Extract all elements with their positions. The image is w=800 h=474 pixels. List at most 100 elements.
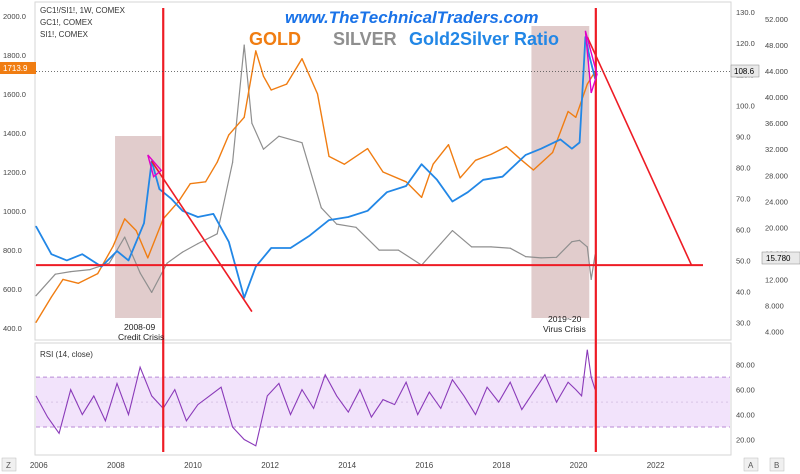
bottom-button-right[interactable] (769, 457, 785, 472)
ratio-point (540, 148, 542, 150)
x-tick-label: 2020 (570, 461, 588, 470)
silver-point (378, 249, 380, 251)
silver-point (278, 135, 280, 137)
silver-axis-tick: 44.000 (765, 67, 788, 76)
bottom-button-middle[interactable] (743, 457, 759, 472)
ratio-point (270, 247, 272, 249)
gold-point (367, 148, 369, 150)
ratio-point (309, 235, 311, 237)
legend-silver: SILVER (333, 29, 397, 49)
gold-point (301, 58, 303, 60)
silver-point (355, 226, 357, 228)
ratio-point (482, 179, 484, 181)
ratio-point (170, 197, 172, 199)
gold-point (35, 321, 37, 323)
rsi-axis-tick: 20.00 (736, 436, 755, 445)
silver-point (139, 272, 141, 274)
ratio-point (127, 259, 130, 261)
x-tick-label: 2022 (647, 461, 665, 470)
gold-point (552, 151, 554, 154)
crisis-2008-line1: 2008-09 (124, 322, 155, 332)
silver-point (509, 247, 511, 249)
crisis-2020-line2: Virus Crisis (543, 324, 586, 334)
bottom-button-middle-label: A (748, 461, 754, 470)
gold-point (532, 169, 535, 171)
series-line-gold: GC1!, COMEX (40, 18, 93, 27)
silver-axis-tick: 28.000 (765, 171, 788, 180)
ratio-axis-tick: 80.0 (736, 163, 751, 172)
silver-point (451, 230, 453, 232)
ratio-point (579, 141, 581, 144)
gold-point (490, 153, 492, 155)
rsi-label: RSI (14, close) (40, 350, 93, 359)
ratio-point (289, 247, 292, 249)
silver-point (471, 246, 473, 248)
rsi-pane-frame (34, 342, 732, 456)
ratio-axis-tick: 50.0 (736, 256, 751, 265)
x-tick-label: 2008 (107, 461, 125, 470)
silver-axis-tick: 8.000 (765, 301, 784, 310)
gold-point (432, 163, 434, 165)
silver-axis-tick: 52.000 (765, 15, 788, 24)
ratio-price-tag (730, 64, 760, 78)
gold-point (216, 161, 218, 163)
silver-axis-tick: 24.000 (765, 197, 788, 206)
silver-point (108, 262, 110, 264)
ratio-point (197, 216, 199, 218)
ratio-point (228, 241, 230, 243)
ratio-point (81, 253, 83, 255)
ratio-axis-tick: 130.0 (736, 8, 755, 17)
ratio-point (116, 250, 118, 252)
ratio-point (367, 210, 369, 212)
ratio-price-label: 108.6 (734, 67, 755, 76)
ratio-point (405, 185, 407, 187)
gold-point (205, 181, 207, 183)
gold-point (575, 116, 577, 118)
gold-axis-tick: 600.0 (3, 285, 22, 294)
x-tick-label: 2006 (30, 461, 48, 470)
silver-point (35, 295, 37, 297)
gold-point (316, 93, 319, 95)
trend-line-2008 (151, 160, 253, 313)
symbol-line: GC1!/SI1!, 1W, COMEX (40, 6, 126, 15)
gold-axis-tick: 1000.0 (3, 207, 26, 216)
crisis-box-2 (531, 26, 590, 318)
gold-point (50, 296, 53, 298)
gold-axis-tick: 400.0 (3, 324, 22, 333)
silver-point (336, 223, 338, 225)
gold-point (270, 89, 272, 91)
silver-point (166, 262, 168, 264)
ratio-point (35, 225, 37, 227)
ratio-point (347, 216, 349, 218)
ratio-point (243, 297, 245, 299)
silver-axis-tick: 40.000 (765, 93, 788, 102)
gold-point (459, 177, 461, 179)
ratio-point (143, 222, 145, 224)
website-banner: www.TheTechnicalTraders.com (285, 8, 539, 27)
gold-point (77, 282, 79, 284)
bottom-button-left[interactable] (1, 457, 17, 472)
gold-point (286, 83, 288, 85)
silver-point (490, 246, 492, 248)
silver-point (54, 273, 56, 275)
silver-point (555, 256, 558, 258)
x-tick-label: 2012 (261, 461, 279, 470)
bottom-button-right-label: B (774, 461, 779, 470)
x-tick-label: 2014 (338, 461, 356, 470)
ratio-axis-tick: 40.0 (736, 287, 751, 296)
ratio-point (158, 188, 160, 190)
gold-point (474, 159, 477, 161)
legend-ratio: Gold2Silver Ratio (409, 29, 559, 49)
gold-point (228, 134, 230, 136)
ratio-axis-tick: 60.0 (736, 225, 751, 234)
ratio-point (255, 266, 257, 268)
x-tick-label: 2016 (415, 461, 433, 470)
peak-marker-2 (584, 30, 598, 94)
silver-point (525, 256, 527, 258)
ratio-point (571, 148, 573, 150)
gold-point (243, 116, 245, 118)
silver-point (216, 233, 218, 235)
rsi-axis-tick: 60.00 (736, 386, 755, 395)
gold-axis-tick: 2000.0 (3, 12, 26, 21)
silver-point (579, 239, 581, 241)
